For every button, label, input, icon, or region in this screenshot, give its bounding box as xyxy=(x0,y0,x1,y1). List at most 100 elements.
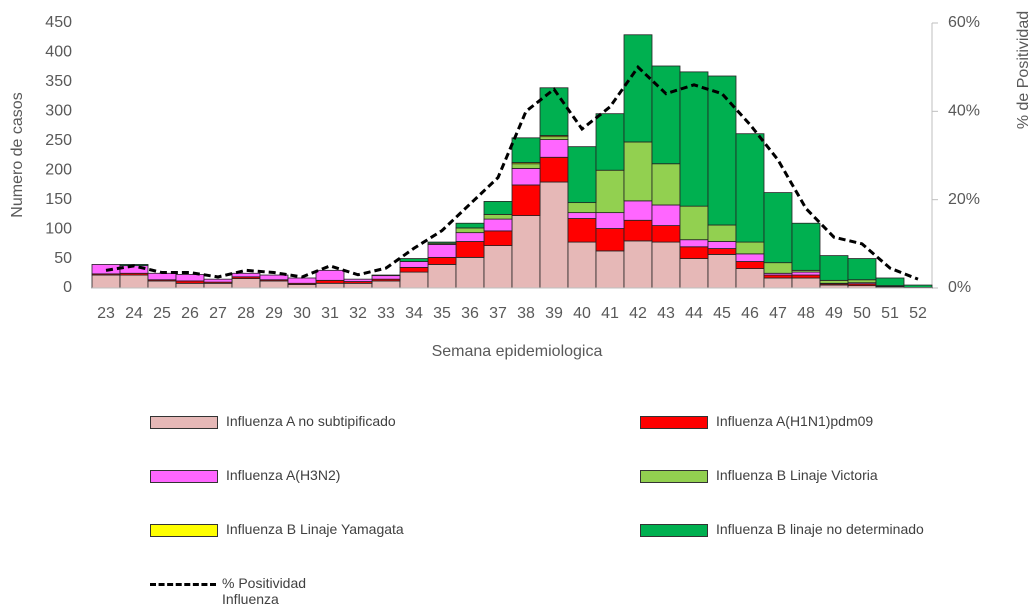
y2-tick-label: 40% xyxy=(948,103,980,120)
y-tick-label: 150 xyxy=(45,191,72,208)
bar-segment xyxy=(707,248,737,255)
bar-segment xyxy=(679,239,709,248)
bar-segment xyxy=(567,212,597,219)
bar-segment xyxy=(287,284,317,289)
bar-segment xyxy=(595,169,625,214)
bar-segment xyxy=(595,113,625,171)
legend-label: Influenza A(H1N1)pdm09 xyxy=(716,413,874,429)
bar-segment xyxy=(231,272,261,278)
chart: Semana epidemiologica Numero de casos % … xyxy=(9,11,1032,360)
bar-segment xyxy=(315,279,345,284)
bar-segment xyxy=(847,279,877,284)
bar-segment xyxy=(511,184,541,216)
bar-segment xyxy=(427,244,457,258)
x-tick-label: 43 xyxy=(657,305,675,322)
y-axis-title: Numero de casos xyxy=(9,92,26,217)
bar-segment xyxy=(147,272,177,281)
y-tick-label: 450 xyxy=(45,14,72,31)
bar-segment xyxy=(455,227,485,234)
bar-segment xyxy=(763,274,793,279)
x-tick-label: 29 xyxy=(265,305,283,322)
bar-segment xyxy=(623,34,653,143)
bar-segment xyxy=(259,280,289,289)
legend-item: Influenza B linaje no determinado xyxy=(640,521,924,537)
bar-segment xyxy=(315,282,345,289)
x-tick-label: 50 xyxy=(853,305,871,322)
bar-segment xyxy=(455,241,485,258)
bar-segment xyxy=(427,256,457,265)
bar-segment xyxy=(483,213,513,220)
bar-segment xyxy=(483,218,513,232)
bar-segment xyxy=(371,275,401,280)
bar-segment xyxy=(651,241,681,289)
bar-segment xyxy=(371,280,401,289)
bar-segment xyxy=(399,261,429,268)
bar-segment xyxy=(539,156,569,183)
bar-segment xyxy=(595,228,625,252)
legend-label: Influenza A(H3N2) xyxy=(226,467,341,483)
legend-item: Influenza A(H1N1)pdm09 xyxy=(640,413,873,429)
x-tick-label: 52 xyxy=(909,305,927,322)
legend-swatch xyxy=(150,416,218,429)
bar-segment xyxy=(903,284,933,288)
bar-segment xyxy=(623,219,653,242)
x-tick-label: 31 xyxy=(321,305,339,322)
y-tick-label: 250 xyxy=(45,132,72,149)
bar-segment xyxy=(735,261,765,269)
bar-segment xyxy=(399,258,429,262)
bar-segment xyxy=(791,274,821,279)
line-series xyxy=(105,64,919,281)
legend-swatch xyxy=(150,583,216,586)
bar-segment xyxy=(343,282,373,289)
bar-segment xyxy=(511,137,541,163)
x-tick-label: 27 xyxy=(209,305,227,322)
legend-label: % Positividad Influenza xyxy=(222,575,307,607)
bar-segment xyxy=(707,241,737,249)
bar-segment xyxy=(567,218,597,243)
x-tick-label: 24 xyxy=(125,305,143,322)
legend-item: Influenza B Linaje Yamagata xyxy=(150,521,404,537)
y2-tick-label: 0% xyxy=(948,279,971,296)
x-tick-label: 47 xyxy=(769,305,787,322)
x-tick-label: 44 xyxy=(685,305,703,322)
y-tick-label: 0 xyxy=(63,279,72,296)
bar-segment xyxy=(651,163,681,206)
x-tick-label: 48 xyxy=(797,305,815,322)
bar-segment xyxy=(539,87,569,136)
bar-segment xyxy=(763,192,793,264)
legend-swatch xyxy=(640,524,708,537)
bar-segment xyxy=(735,253,765,262)
legend-label: Influenza B Linaje Yamagata xyxy=(226,521,404,537)
bar-segment xyxy=(343,278,373,282)
bar-segment xyxy=(623,141,653,202)
legend-item: % Positividad Influenza xyxy=(150,575,332,607)
bar-segment xyxy=(287,277,317,284)
bar-segment xyxy=(679,205,709,241)
bar-segment xyxy=(511,215,541,289)
x-tick-label: 37 xyxy=(489,305,507,322)
bar-segment xyxy=(623,200,653,221)
y2-axis-title: % de Positividad xyxy=(1015,11,1032,129)
bar-segment xyxy=(455,222,485,229)
bar-segment xyxy=(735,241,765,255)
y-tick-label: 200 xyxy=(45,161,72,178)
bar-segment xyxy=(91,274,121,289)
bar-segment xyxy=(259,274,289,281)
bar-segment xyxy=(567,202,597,214)
bar-segment xyxy=(763,262,793,274)
bar-segment xyxy=(763,277,793,289)
bar-segment xyxy=(679,246,709,259)
bar-segment xyxy=(455,232,485,242)
bar-segment xyxy=(567,241,597,289)
bar-segment xyxy=(175,274,205,282)
x-tick-label: 45 xyxy=(713,305,731,322)
legend-label: Influenza B Linaje Victoria xyxy=(716,467,878,483)
bar-segment xyxy=(175,282,205,289)
bar-segment xyxy=(427,241,457,244)
bar-segment xyxy=(595,212,625,229)
x-tick-label: 28 xyxy=(237,305,255,322)
bar-segment xyxy=(791,222,821,271)
y2-tick-label: 60% xyxy=(948,14,980,31)
bar-segment xyxy=(483,201,513,215)
